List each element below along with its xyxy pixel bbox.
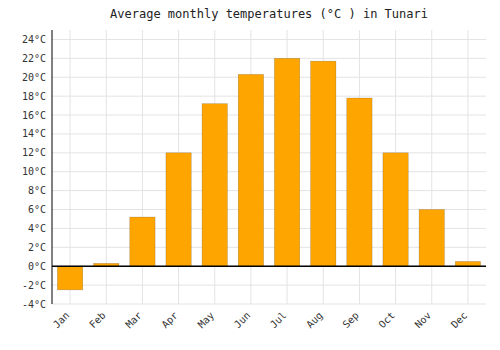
bar [383,153,408,266]
y-tick-label: 4°C [28,223,46,234]
chart-svg: Average monthly temperatures (°C ) in Tu… [0,0,500,350]
x-tick-label: Oct [376,310,397,331]
zero-line [52,265,486,267]
bar [311,61,336,266]
y-grid-line [52,96,486,97]
y-tick-label: 16°C [22,110,46,121]
bar [419,210,444,267]
bar [57,266,82,290]
x-grid-line [70,30,71,304]
y-grid-line [52,58,486,59]
y-tick-label: 18°C [22,91,46,102]
y-tick-label: -2°C [22,280,46,291]
y-tick-label: 10°C [22,166,46,177]
y-grid-line [52,190,486,191]
chart-container: Average monthly temperatures (°C ) in Tu… [0,0,500,350]
x-tick-label: Apr [159,310,180,331]
x-tick-label: May [196,310,217,331]
y-tick-label: 0°C [28,261,46,272]
x-tick-label: Jul [268,310,289,331]
y-tick-label: -4°C [22,299,46,310]
x-tick-label: Dec [449,310,470,331]
y-grid-line [52,39,486,40]
bar [202,104,227,267]
x-tick-label: Sep [340,310,361,331]
x-tick-label: Feb [87,310,108,331]
y-grid-line [52,133,486,134]
y-tick-label: 12°C [22,147,46,158]
bar [166,153,191,266]
bar [347,98,372,266]
y-grid-line [52,285,486,286]
y-tick-label: 24°C [22,34,46,45]
x-tick-label: Jun [232,310,253,331]
y-grid-line [52,77,486,78]
bar [130,217,155,266]
y-tick-label: 20°C [22,72,46,83]
x-tick-label: Jan [51,310,72,331]
bar [238,74,263,266]
y-tick-label: 6°C [28,204,46,215]
y-grid-line [52,152,486,153]
y-tick-label: 2°C [28,242,46,253]
x-tick-label: Nov [413,310,434,331]
y-grid-line [52,171,486,172]
y-axis-line [52,30,53,304]
x-grid-line [106,30,107,304]
x-tick-label: Aug [304,310,325,331]
y-grid-line [52,115,486,116]
y-tick-label: 8°C [28,185,46,196]
y-grid-line [52,266,486,267]
bar [274,58,299,266]
x-tick-label: Mar [123,310,144,331]
y-grid-line [52,304,486,305]
y-tick-label: 22°C [22,53,46,64]
bars [57,58,480,289]
y-tick-label: 14°C [22,128,46,139]
chart-title: Average monthly temperatures (°C ) in Tu… [110,7,428,21]
grid [52,30,486,304]
